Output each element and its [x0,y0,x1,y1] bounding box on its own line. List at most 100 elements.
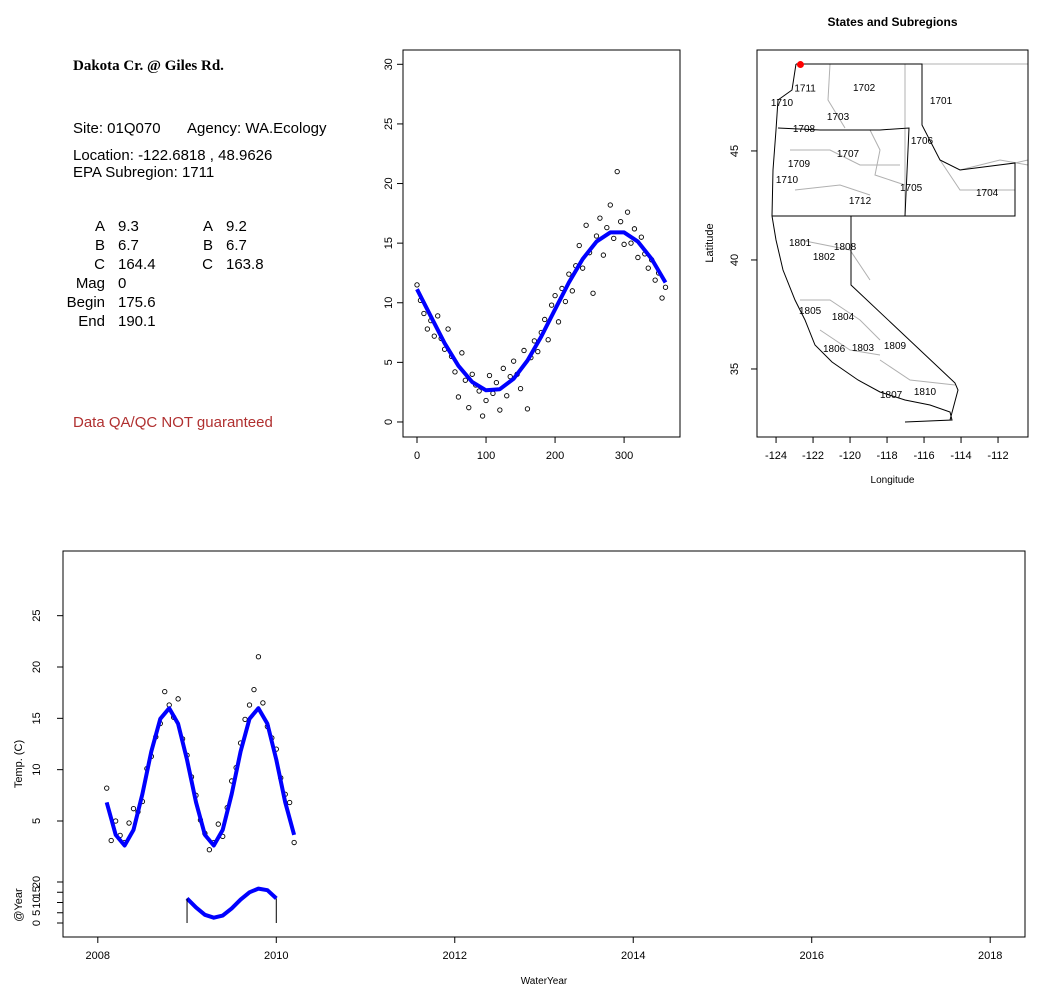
region-label: 1708 [793,124,816,135]
point [493,379,500,386]
agency: Agency: WA.Ecology [187,120,327,137]
param-value: 9.3 [118,218,139,235]
point [600,252,607,258]
site-title: Dakota Cr. @ Giles Rd. [73,58,224,74]
y2-tick-label: 20 [31,876,43,888]
y-tick-label: 5 [31,818,43,824]
y2-axis-label: @Year [13,888,25,922]
y2-tick-label: 15 [31,886,43,898]
region-label: 1801 [789,238,812,249]
point [631,226,638,232]
x-tick-label: -122 [802,450,824,462]
point [486,372,493,379]
point [662,284,669,290]
point [445,326,451,332]
point [421,310,427,317]
point [414,282,420,288]
point [524,406,531,412]
point [580,265,586,271]
point [576,242,582,249]
y-axis-label: Temp. (C) [13,740,25,788]
map-outlines [771,63,1029,423]
y-tick-label: 40 [729,254,741,266]
separator: , [210,147,214,164]
point [545,337,551,343]
region-label: 1809 [884,341,907,352]
y-tick-label: 5 [383,359,395,365]
x-axis-label: WaterYear [521,976,568,987]
point [617,219,624,225]
region-label: 1703 [827,112,850,123]
region-label: 1807 [880,390,903,401]
point [614,168,620,175]
x-tick-label: -112 [987,450,1008,462]
param-label: B [203,237,213,254]
y-tick-label: 45 [729,145,741,157]
point [251,686,257,693]
param-value: 0 [118,275,126,292]
point [108,837,114,844]
region-label: 1804 [832,312,855,323]
state-borders [771,63,1016,423]
param-label: Begin [67,294,105,311]
point [611,235,617,242]
region-label: 1808 [834,242,857,253]
region-label: 1701 [930,96,953,107]
point [542,316,548,323]
point [242,716,248,723]
fit-curve [104,706,297,848]
point [510,358,517,364]
param-label: A [95,218,105,235]
x-tick-label: 0 [414,450,420,462]
point [497,407,503,413]
location: Location: -122.6818 , 48.9626 [73,147,272,164]
point [500,365,506,371]
info-panel: Dakota Cr. @ Giles Rd. Site: 01Q070 Agen… [73,58,327,431]
point [504,393,510,399]
y-tick-label: 30 [383,58,395,70]
point [130,806,137,812]
point [452,369,458,375]
y-tick-label: 15 [31,712,43,724]
point [548,302,555,308]
point [635,254,641,261]
point [260,700,266,706]
plot-frame [62,550,1026,938]
point [659,295,665,301]
point [215,821,221,827]
region-label: 1805 [799,306,822,317]
point [624,209,631,215]
point [455,394,462,400]
disclaimer: Data QA/QC NOT guaranteed [73,414,273,431]
latitude: 48.9626 [218,147,272,164]
param-value: 175.6 [118,294,156,311]
point [162,688,168,695]
param-value: 6.7 [226,237,247,254]
point [291,839,297,846]
site-id: Site: 01Q070 [73,120,161,137]
region-label: 1803 [852,343,875,354]
point [569,288,575,294]
point [246,702,253,708]
point [424,326,431,332]
y-tick-label: 35 [729,363,741,375]
point [255,654,262,660]
location-label: Location: [73,147,134,164]
region-label: 1802 [813,252,836,263]
point [535,348,541,355]
fit-curve [415,230,668,393]
point [621,241,627,247]
year-curve [185,886,278,920]
x-tick-label: 300 [615,450,633,462]
param-label: B [95,237,105,254]
y-tick-label: 10 [31,764,43,776]
param-label: End [78,313,105,330]
y2-tick-label: 5 [31,910,43,916]
region-label: 1712 [849,196,872,207]
param-label: C [202,256,213,273]
region-label: 1710 [776,175,799,186]
x-tick-label: -124 [765,450,787,462]
region-label: 1704 [976,188,999,199]
point [597,215,603,221]
